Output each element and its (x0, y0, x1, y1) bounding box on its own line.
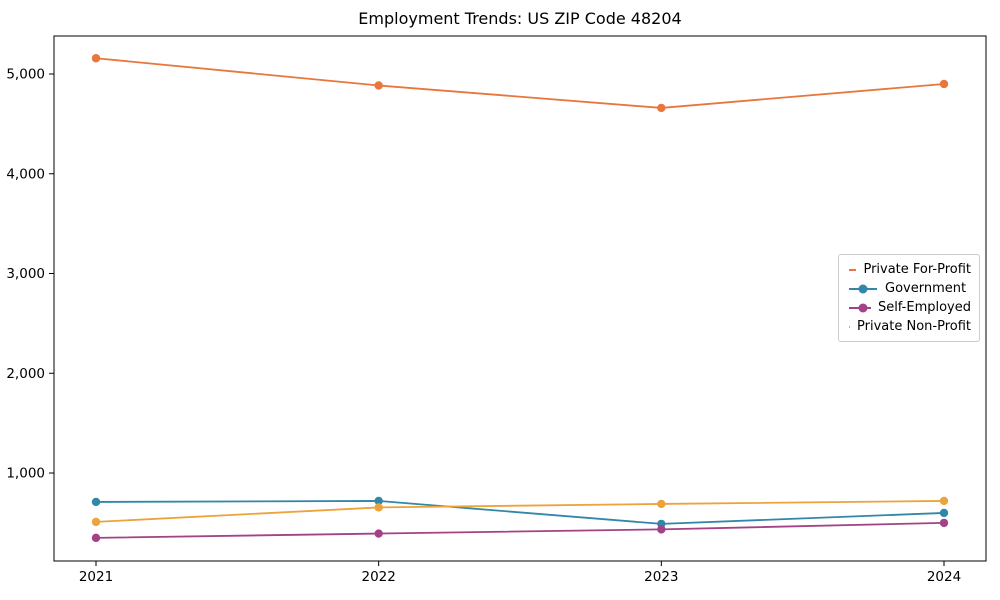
y-tick-label: 3,000 (6, 266, 45, 282)
legend-label: Government (885, 281, 967, 296)
data-point-marker (374, 81, 383, 90)
data-point-marker (91, 54, 101, 63)
y-tick-label: 5,000 (6, 67, 45, 83)
series-line-government (95, 500, 945, 525)
data-point-marker (657, 499, 666, 509)
legend-line-marker-icon (849, 303, 871, 312)
legend-label: Private For-Profit (863, 262, 971, 277)
data-point-marker (657, 525, 666, 534)
series-line-private-non-profit (95, 500, 945, 523)
data-point-marker (374, 503, 383, 512)
data-point-marker (91, 497, 101, 507)
legend-item-private-for-profit: Private For-Profit (848, 260, 971, 279)
legend-item-government: Government (848, 279, 971, 298)
legend-label: Private Non-Profit (857, 319, 971, 334)
data-point-marker (939, 496, 949, 506)
axes-frame (53, 35, 987, 562)
x-tick-label: 2023 (644, 569, 678, 585)
legend-line-marker-icon (849, 325, 851, 328)
data-point-marker (657, 103, 666, 113)
data-point-marker (91, 517, 101, 527)
legend-label: Self-Employed (877, 300, 971, 315)
chart-title: Employment Trends: US ZIP Code 48204 (358, 9, 682, 28)
data-point-marker (374, 496, 383, 506)
series-line-private-for-profit (95, 57, 945, 109)
data-point-marker (939, 508, 949, 518)
legend: Private For-Profit Government Self-Emplo… (838, 254, 980, 342)
data-point-marker (91, 533, 101, 543)
x-tick-label: 2021 (79, 569, 113, 585)
legend-item-private-non-profit: Private Non-Profit (848, 317, 971, 336)
y-tick-label: 1,000 (6, 466, 45, 482)
legend-item-self-employed: Self-Employed (848, 298, 971, 317)
x-tick-label: 2022 (361, 569, 395, 585)
y-tick-label: 2,000 (6, 366, 45, 382)
legend-line-marker-icon (849, 268, 857, 271)
legend-line-marker-icon (849, 284, 877, 293)
x-tick-label: 2024 (927, 569, 961, 585)
data-point-marker (374, 529, 383, 538)
data-point-marker (939, 79, 949, 89)
series-line-self-employed (95, 521, 945, 539)
y-tick-label: 4,000 (6, 166, 45, 182)
data-point-marker (939, 518, 949, 528)
